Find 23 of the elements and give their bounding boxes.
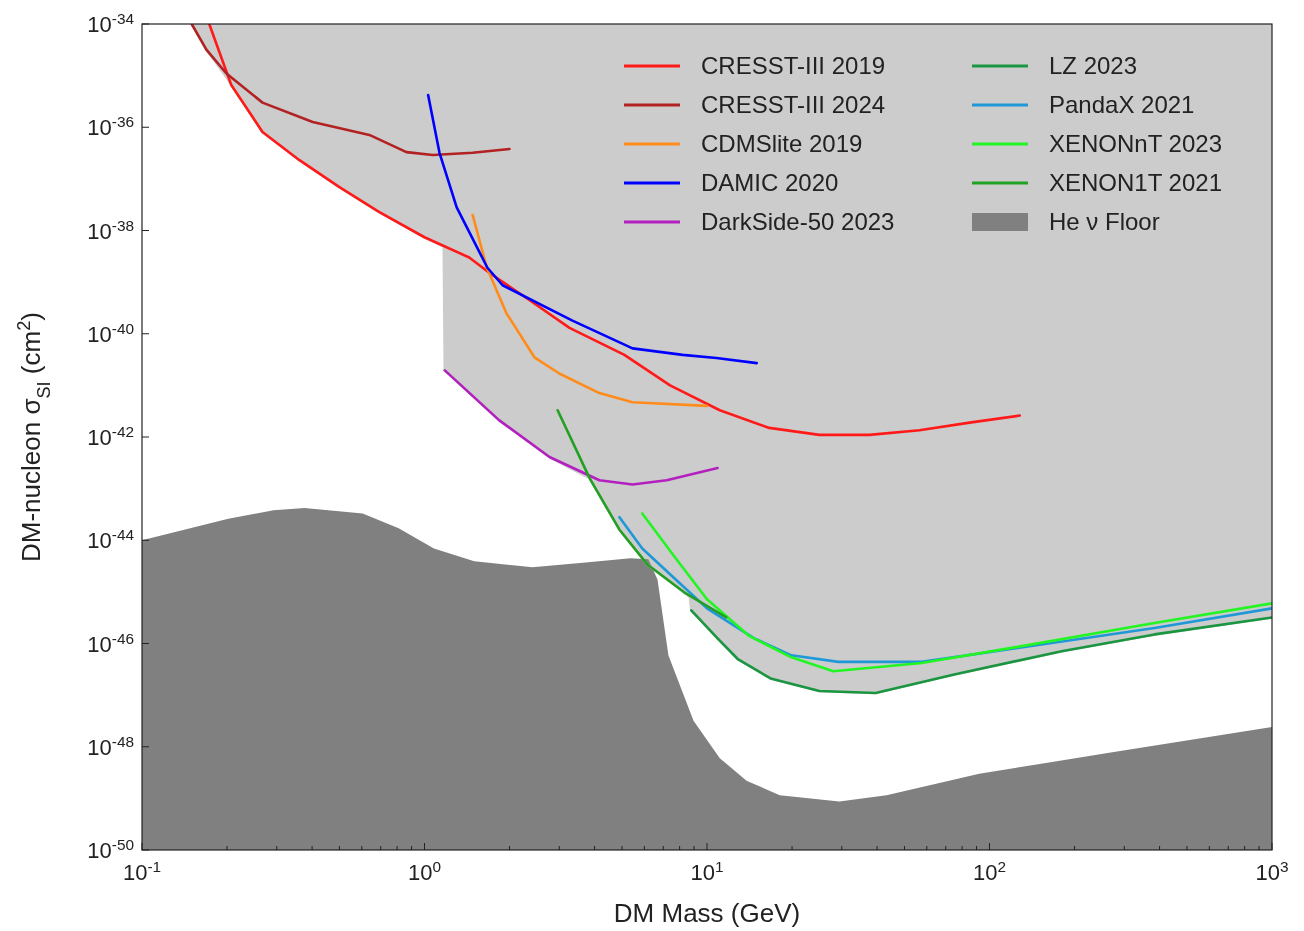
legend-label: CRESST-III 2019 xyxy=(701,52,886,79)
y-tick-label: 10$^{-38}$ xyxy=(87,216,134,244)
x-tick-label: 10$^{3}$ xyxy=(1255,857,1289,885)
x-tick-label: 10$^{1}$ xyxy=(690,857,724,885)
legend-label: LZ 2023 xyxy=(1049,52,1138,79)
legend-label: He ν Floor xyxy=(1049,208,1160,235)
y-tick-label: 10$^{-34}$ xyxy=(87,9,135,37)
y-tick-label: 10$^{-42}$ xyxy=(87,422,134,450)
x-tick-label: 10$^{2}$ xyxy=(972,857,1007,885)
legend-label: XENONnT 2023 xyxy=(1049,130,1222,157)
legend-label: PandaX 2021 xyxy=(1049,91,1195,118)
legend-label: DAMIC 2020 xyxy=(701,169,839,196)
x-axis-title: DM Mass (GeV) xyxy=(613,898,801,928)
y-tick-label: 10$^{-46}$ xyxy=(87,629,134,657)
legend-label: XENON1T 2021 xyxy=(1049,169,1222,196)
legend-label: DarkSide-50 2023 xyxy=(701,208,895,235)
y-tick-label: 10$^{-44}$ xyxy=(87,525,135,554)
legend-label: CRESST-III 2024 xyxy=(701,91,886,118)
y-tick-label: 10$^{-40}$ xyxy=(87,319,134,347)
legend-label: CDMSlite 2019 xyxy=(701,130,863,157)
y-tick-label: 10$^{-36}$ xyxy=(87,112,134,141)
x-tick-label: 10$^{0}$ xyxy=(407,857,442,885)
y-tick-label: 10$^{-48}$ xyxy=(87,732,134,760)
